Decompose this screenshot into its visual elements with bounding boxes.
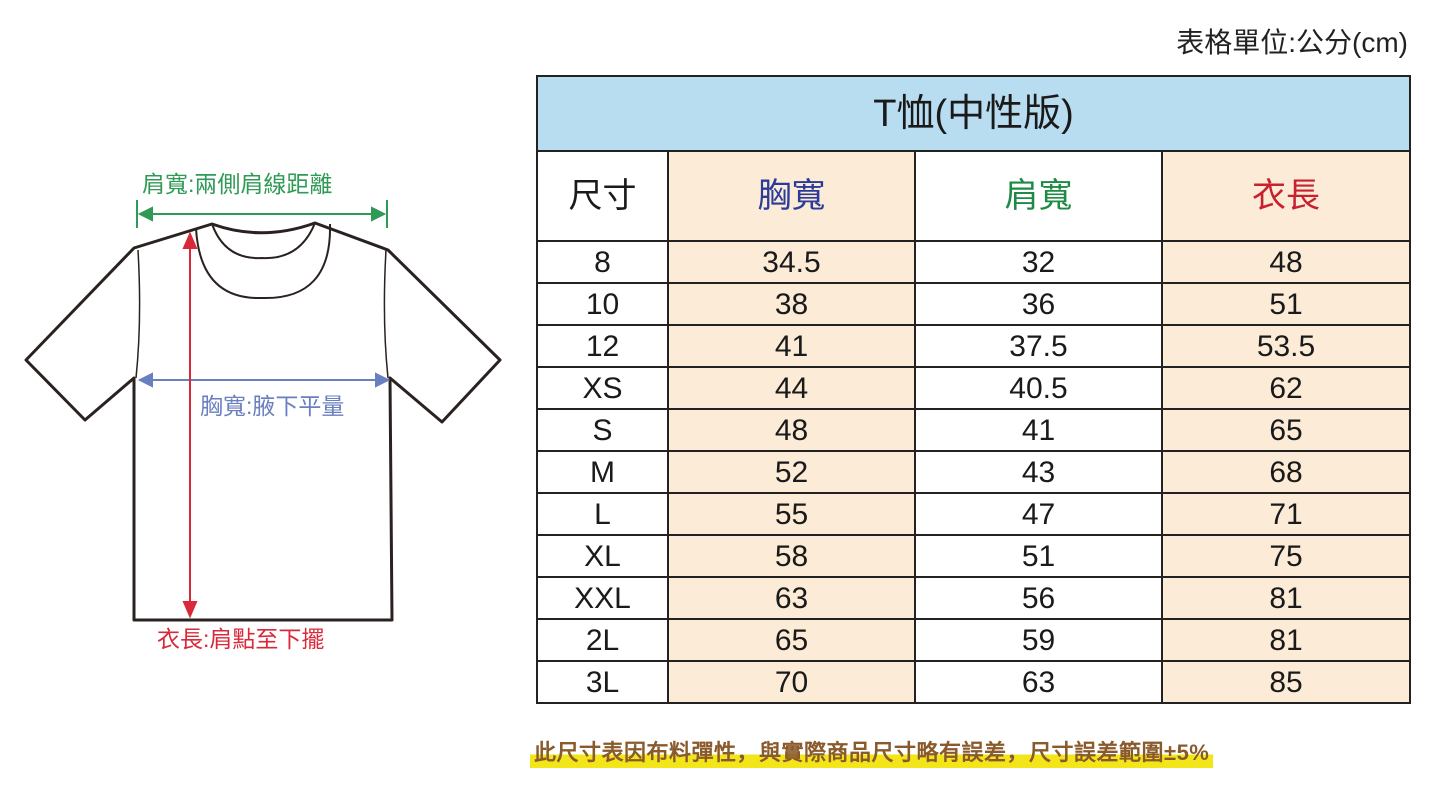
shoulder-cell: 40.5 <box>914 366 1163 410</box>
length-label: 衣長:肩點至下擺 <box>157 626 325 652</box>
size-cell: L <box>536 492 669 536</box>
table-row: L 55 47 71 <box>536 492 1412 536</box>
size-cell: XXL <box>536 576 669 620</box>
length-cell: 81 <box>1160 576 1412 620</box>
chest-cell: 70 <box>667 660 916 704</box>
table-row: XL 58 51 75 <box>536 534 1412 578</box>
table-row: XXL 63 56 81 <box>536 576 1412 620</box>
shoulder-cell: 43 <box>914 450 1163 494</box>
chest-cell: 44 <box>667 366 916 410</box>
size-cell: S <box>536 408 669 452</box>
length-cell: 81 <box>1160 618 1412 662</box>
size-cell: XL <box>536 534 669 578</box>
shoulder-cell: 41 <box>914 408 1163 452</box>
shoulder-cell: 37.5 <box>914 324 1163 368</box>
header-shoulder: 肩寬 <box>914 150 1163 242</box>
table-row: 2L 65 59 81 <box>536 618 1412 662</box>
header-length: 衣長 <box>1160 150 1412 242</box>
chest-cell: 48 <box>667 408 916 452</box>
length-cell: 48 <box>1160 240 1412 284</box>
chest-cell: 38 <box>667 282 916 326</box>
length-cell: 62 <box>1160 366 1412 410</box>
header-row: 尺寸 胸寬 肩寬 衣長 <box>536 150 1412 242</box>
table-row: 3L 70 63 85 <box>536 660 1412 704</box>
tshirt-diagram <box>24 200 502 622</box>
length-arrow <box>182 231 198 619</box>
size-cell: 3L <box>536 660 669 704</box>
header-chest: 胸寬 <box>667 150 916 242</box>
shoulder-arrow <box>136 200 388 228</box>
chest-cell: 55 <box>667 492 916 536</box>
table-row: 8 34.5 32 48 <box>536 240 1412 284</box>
chest-label: 胸寬:腋下平量 <box>200 393 345 419</box>
table-title: T恤(中性版) <box>535 75 1412 152</box>
size-cell: 12 <box>536 324 669 368</box>
table-row: XS 44 40.5 62 <box>536 366 1412 410</box>
chest-cell: 65 <box>667 618 916 662</box>
shoulder-cell: 47 <box>914 492 1163 536</box>
length-cell: 65 <box>1160 408 1412 452</box>
size-table: T恤(中性版) 尺寸 胸寬 肩寬 衣長 8 34.5 32 48 10 38 36 51 12 4… <box>535 75 1412 704</box>
table-row: S 48 41 65 <box>536 408 1412 452</box>
header-size: 尺寸 <box>536 150 669 242</box>
size-cell: 10 <box>536 282 669 326</box>
size-cell: 2L <box>536 618 669 662</box>
length-cell: 53.5 <box>1160 324 1412 368</box>
chest-cell: 52 <box>667 450 916 494</box>
shoulder-cell: 63 <box>914 660 1163 704</box>
length-cell: 75 <box>1160 534 1412 578</box>
size-cell: XS <box>536 366 669 410</box>
chest-cell: 63 <box>667 576 916 620</box>
shoulder-label: 肩寬:兩側肩線距離 <box>142 171 333 197</box>
chest-cell: 58 <box>667 534 916 578</box>
tshirt-outline <box>24 221 502 622</box>
shoulder-cell: 56 <box>914 576 1163 620</box>
table-row: M 52 43 68 <box>536 450 1412 494</box>
chest-cell: 41 <box>667 324 916 368</box>
unit-note: 表格單位:公分(cm) <box>1176 27 1408 58</box>
table-row: 12 41 37.5 53.5 <box>536 324 1412 368</box>
table-row: 10 38 36 51 <box>536 282 1412 326</box>
length-cell: 68 <box>1160 450 1412 494</box>
footnote: 此尺寸表因布料彈性，與實際商品尺寸略有誤差，尺寸誤差範圍±5% <box>530 738 1214 768</box>
shoulder-cell: 36 <box>914 282 1163 326</box>
size-cell: M <box>536 450 669 494</box>
size-cell: 8 <box>536 240 669 284</box>
length-cell: 71 <box>1160 492 1412 536</box>
chest-arrow <box>137 372 391 388</box>
chest-cell: 34.5 <box>667 240 916 284</box>
length-cell: 85 <box>1160 660 1412 704</box>
shoulder-cell: 32 <box>914 240 1163 284</box>
length-cell: 51 <box>1160 282 1412 326</box>
shoulder-cell: 51 <box>914 534 1163 578</box>
shoulder-cell: 59 <box>914 618 1163 662</box>
